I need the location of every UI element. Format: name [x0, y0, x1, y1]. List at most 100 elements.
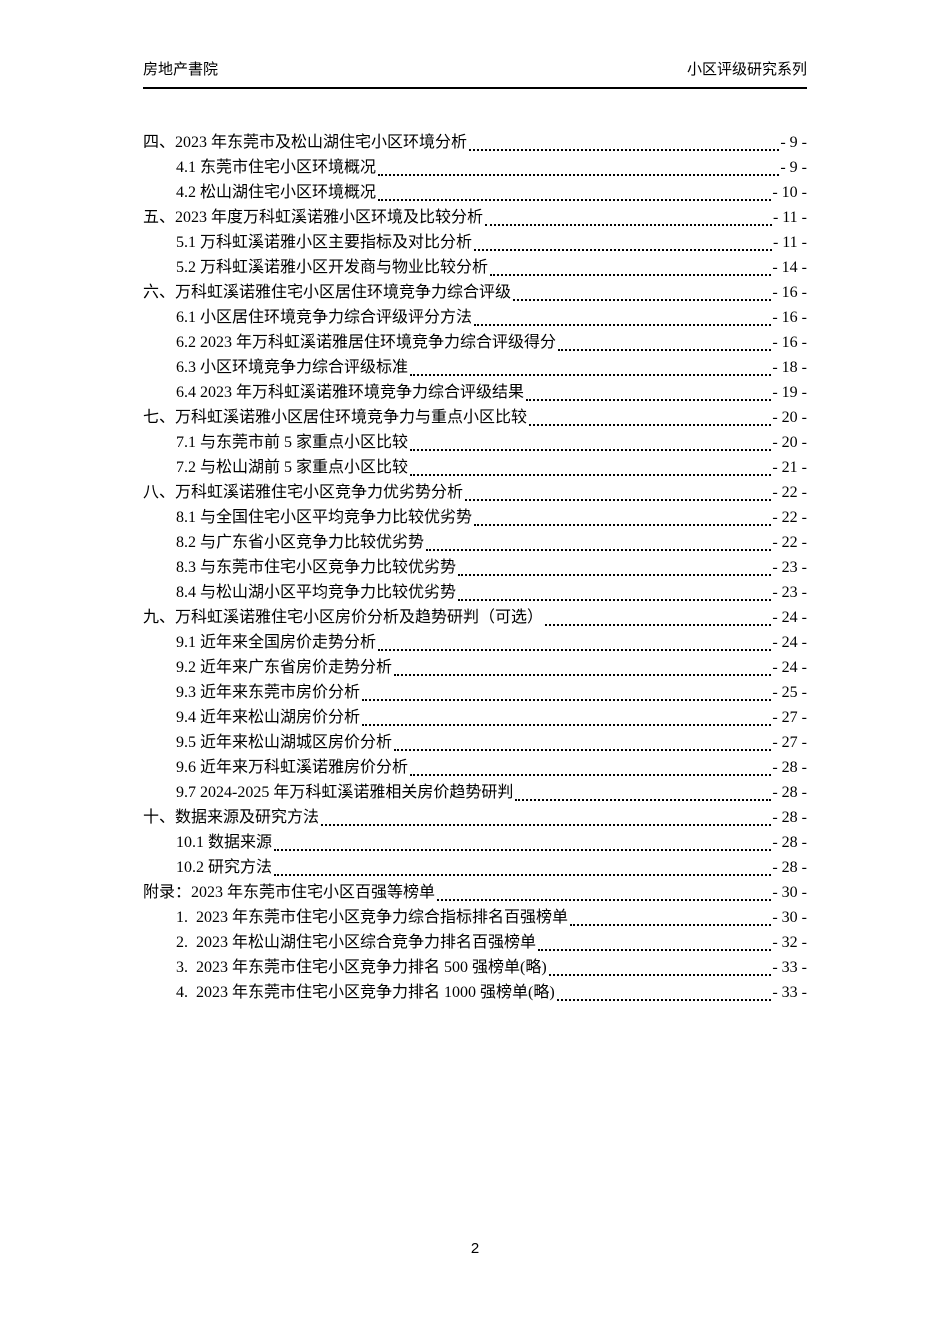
toc-leader-dots	[526, 380, 772, 401]
toc-entry-label: 8.4 与松山湖小区平均竞争力比较优劣势	[176, 584, 457, 601]
toc-entry-page: - 9 -	[780, 159, 807, 176]
toc-entry: 9.1 近年来全国房价走势分析 - 24 -	[143, 630, 807, 655]
toc-leader-dots	[362, 705, 772, 726]
toc-entry: 七、万科虹溪诺雅小区居住环境竞争力与重点小区比较 - 20 -	[143, 405, 807, 430]
toc-entry: 10.1 数据来源 - 28 -	[143, 830, 807, 855]
toc-entry-page: - 20 -	[772, 409, 807, 426]
toc-leader-dots	[426, 530, 772, 551]
toc-leader-dots	[437, 880, 772, 901]
toc-entry-page: - 22 -	[772, 534, 807, 551]
toc-entry-label: 8.1 与全国住宅小区平均竞争力比较优劣势	[176, 509, 473, 526]
toc-entry: 5.1 万科虹溪诺雅小区主要指标及对比分析 - 11 -	[143, 230, 807, 255]
toc-leader-dots	[362, 680, 772, 701]
toc-entry-label: 7.2 与松山湖前 5 家重点小区比较	[176, 459, 409, 476]
toc-entry-page: - 33 -	[772, 959, 807, 976]
toc-entry-page: - 20 -	[772, 434, 807, 451]
toc-entry: 9.5 近年来松山湖城区房价分析 - 27 -	[143, 730, 807, 755]
toc-entry-label: 十、数据来源及研究方法	[143, 809, 320, 826]
page-content: 房地产書院 小区评级研究系列 四、2023 年东莞市及松山湖住宅小区环境分析 -…	[143, 60, 807, 1005]
page-number: 2	[470, 1240, 480, 1257]
toc-entry-page: - 27 -	[772, 709, 807, 726]
toc-entry-page: - 24 -	[772, 634, 807, 651]
toc-entry-label: 5.2 万科虹溪诺雅小区开发商与物业比较分析	[176, 259, 489, 276]
toc-entry-label: 3. 2023 年东莞市住宅小区竞争力排名 500 强榜单(略)	[176, 959, 547, 976]
toc-entry-label: 八、万科虹溪诺雅住宅小区竞争力优劣势分析	[143, 484, 464, 501]
toc-entry: 7.1 与东莞市前 5 家重点小区比较 - 20 -	[143, 430, 807, 455]
toc-leader-dots	[529, 405, 772, 426]
toc-entry: 9.4 近年来松山湖房价分析 - 27 -	[143, 705, 807, 730]
table-of-contents: 四、2023 年东莞市及松山湖住宅小区环境分析 - 9 - 4.1 东莞市住宅小…	[143, 130, 807, 1005]
toc-leader-dots	[378, 630, 772, 651]
toc-entry-page: - 16 -	[772, 309, 807, 326]
toc-entry-page: - 16 -	[772, 284, 807, 301]
toc-entry-page: - 11 -	[772, 234, 807, 251]
toc-entry-page: - 23 -	[772, 584, 807, 601]
toc-entry-page: - 30 -	[772, 884, 807, 901]
toc-entry-page: - 16 -	[772, 334, 807, 351]
toc-entry-page: - 21 -	[772, 459, 807, 476]
toc-entry: 4. 2023 年东莞市住宅小区竞争力排名 1000 强榜单(略) - 33 -	[143, 980, 807, 1005]
toc-entry-label: 9.1 近年来全国房价走势分析	[176, 634, 377, 651]
toc-entry-label: 10.1 数据来源	[176, 834, 273, 851]
toc-leader-dots	[394, 730, 772, 751]
toc-entry-label: 6.4 2023 年万科虹溪诺雅环境竞争力综合评级结果	[176, 384, 525, 401]
toc-leader-dots	[410, 755, 772, 776]
toc-leader-dots	[378, 155, 780, 176]
toc-entry-page: - 10 -	[772, 184, 807, 201]
toc-entry-label: 6.3 小区环境竞争力综合评级标准	[176, 359, 409, 376]
toc-leader-dots	[394, 655, 772, 676]
toc-leader-dots	[458, 580, 772, 601]
toc-entry-page: - 33 -	[772, 984, 807, 1001]
toc-leader-dots	[321, 805, 772, 826]
toc-entry: 9.3 近年来东莞市房价分析 - 25 -	[143, 680, 807, 705]
toc-entry: 9.2 近年来广东省房价走势分析 - 24 -	[143, 655, 807, 680]
toc-leader-dots	[410, 355, 772, 376]
toc-entry-page: - 19 -	[772, 384, 807, 401]
toc-entry: 8.3 与东莞市住宅小区竞争力比较优劣势 - 23 -	[143, 555, 807, 580]
toc-entry: 6.3 小区环境竞争力综合评级标准 - 18 -	[143, 355, 807, 380]
toc-leader-dots	[558, 330, 772, 351]
toc-entry-label: 8.2 与广东省小区竞争力比较优劣势	[176, 534, 425, 551]
toc-leader-dots	[538, 930, 772, 951]
toc-leader-dots	[410, 430, 772, 451]
page-footer: 2	[0, 1240, 950, 1257]
toc-leader-dots	[548, 955, 772, 976]
toc-entry-label: 8.3 与东莞市住宅小区竞争力比较优劣势	[176, 559, 457, 576]
toc-leader-dots	[410, 455, 772, 476]
header-left-title: 房地产書院	[143, 62, 219, 78]
toc-entry: 十、数据来源及研究方法 - 28 -	[143, 805, 807, 830]
toc-entry-page: - 24 -	[772, 609, 807, 626]
toc-entry-page: - 14 -	[772, 259, 807, 276]
header-right-title: 小区评级研究系列	[686, 62, 807, 78]
toc-entry-page: - 32 -	[772, 934, 807, 951]
toc-leader-dots	[458, 555, 772, 576]
toc-leader-dots	[556, 980, 772, 1001]
toc-entry: 6.2 2023 年万科虹溪诺雅居住环境竞争力综合评级得分 - 16 -	[143, 330, 807, 355]
toc-entry-label: 9.5 近年来松山湖城区房价分析	[176, 734, 393, 751]
toc-entry: 五、2023 年度万科虹溪诺雅小区环境及比较分析 - 11 -	[143, 205, 807, 230]
toc-leader-dots	[465, 480, 772, 501]
toc-entry-page: - 25 -	[772, 684, 807, 701]
toc-entry: 1. 2023 年东莞市住宅小区竞争力综合指标排名百强榜单 - 30 -	[143, 905, 807, 930]
toc-entry-page: - 24 -	[772, 659, 807, 676]
toc-entry: 4.2 松山湖住宅小区环境概况 - 10 -	[143, 180, 807, 205]
toc-leader-dots	[570, 905, 772, 926]
toc-entry-page: - 23 -	[772, 559, 807, 576]
toc-entry: 六、万科虹溪诺雅住宅小区居住环境竞争力综合评级 - 16 -	[143, 280, 807, 305]
toc-entry: 5.2 万科虹溪诺雅小区开发商与物业比较分析 - 14 -	[143, 255, 807, 280]
toc-leader-dots	[485, 205, 772, 226]
toc-entry: 2. 2023 年松山湖住宅小区综合竞争力排名百强榜单 - 32 -	[143, 930, 807, 955]
toc-leader-dots	[474, 230, 772, 251]
toc-leader-dots	[474, 305, 772, 326]
toc-leader-dots	[469, 130, 780, 151]
toc-entry-label: 5.1 万科虹溪诺雅小区主要指标及对比分析	[176, 234, 473, 251]
toc-entry-label: 7.1 与东莞市前 5 家重点小区比较	[176, 434, 409, 451]
toc-entry: 7.2 与松山湖前 5 家重点小区比较 - 21 -	[143, 455, 807, 480]
toc-entry-label: 4. 2023 年东莞市住宅小区竞争力排名 1000 强榜单(略)	[176, 984, 555, 1001]
toc-entry: 8.1 与全国住宅小区平均竞争力比较优劣势 - 22 -	[143, 505, 807, 530]
toc-entry-label: 七、万科虹溪诺雅小区居住环境竞争力与重点小区比较	[143, 409, 528, 426]
toc-entry-label: 10.2 研究方法	[176, 859, 273, 876]
toc-entry: 9.7 2024-2025 年万科虹溪诺雅相关房价趋势研判 - 28 -	[143, 780, 807, 805]
toc-entry: 10.2 研究方法 - 28 -	[143, 855, 807, 880]
